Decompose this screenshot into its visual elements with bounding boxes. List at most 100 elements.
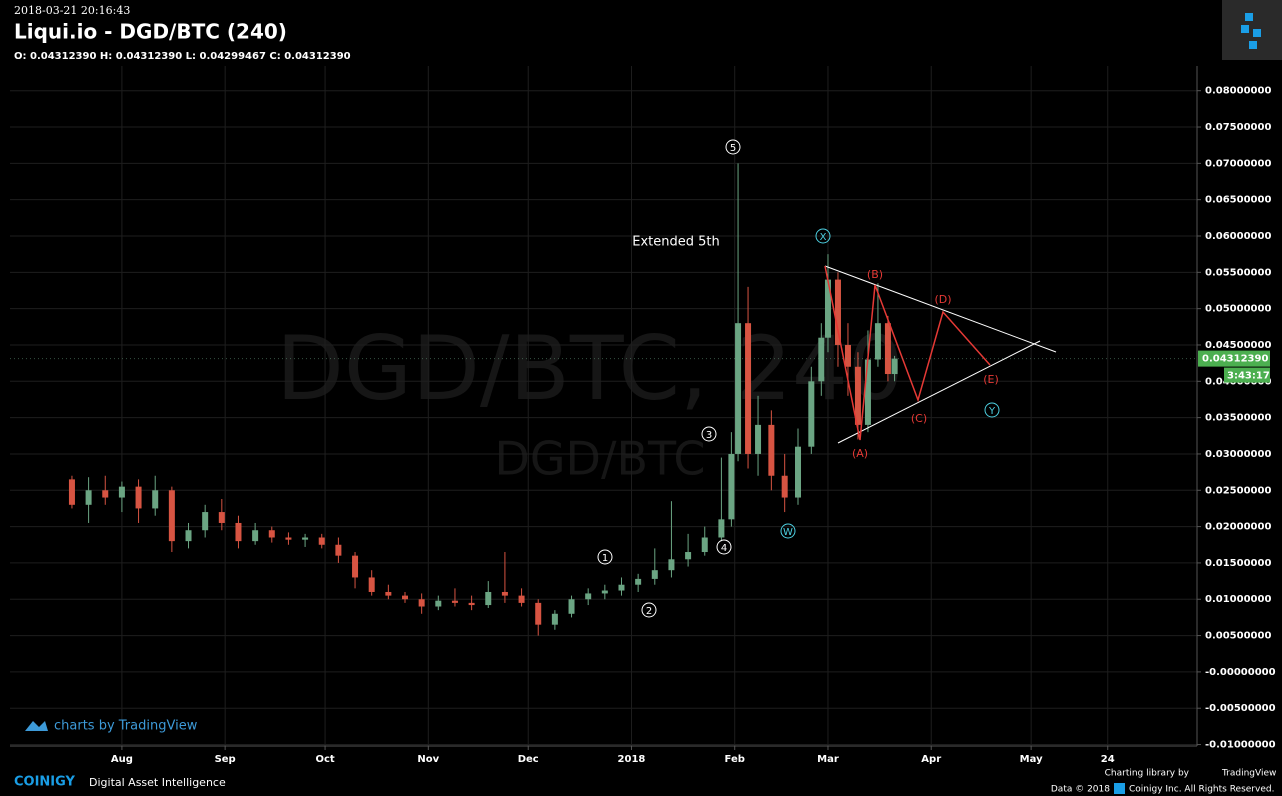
y-tick-label: -0.01000000 <box>1205 740 1276 751</box>
candle-body <box>135 486 142 509</box>
annotation: (E) <box>983 373 999 386</box>
watermark: DGD/BTC, 240 <box>276 317 904 420</box>
y-tick-label: -0.00000000 <box>1205 667 1276 678</box>
candle-body <box>385 591 392 596</box>
x-tick-label: Nov <box>417 754 439 765</box>
x-tick-label: Dec <box>518 754 539 765</box>
candle-body <box>102 490 109 498</box>
candle-body <box>218 512 225 523</box>
candle-body <box>485 591 492 606</box>
x-tick-label: Aug <box>111 754 133 765</box>
candle-body <box>85 490 92 505</box>
countdown-box <box>1224 367 1270 383</box>
candle-body <box>601 590 608 594</box>
y-tick-label: 0.02500000 <box>1205 485 1271 496</box>
data-credit: Data © 2018 <box>1051 785 1110 795</box>
candle-body <box>884 323 891 375</box>
candle-body <box>728 453 735 520</box>
candle-body <box>235 522 242 542</box>
candle-body <box>568 599 575 614</box>
tv-credit: charts by TradingView <box>54 719 198 734</box>
y-tick-label: 0.03500000 <box>1205 413 1271 424</box>
annotation-circle <box>716 539 732 555</box>
y-tick-label: 0.07500000 <box>1205 122 1271 133</box>
x-tick-label: Apr <box>921 754 941 765</box>
timestamp: 2018-03-21 20:16:43 <box>14 4 130 17</box>
x-tick-label: Feb <box>725 754 745 765</box>
candle-body <box>854 366 861 425</box>
candle-body <box>118 486 125 498</box>
candle-body <box>668 559 675 571</box>
annotation-circle <box>725 139 741 155</box>
candle-body <box>252 530 259 542</box>
candle-body <box>755 424 762 454</box>
candle-body <box>68 479 75 505</box>
annotation: W <box>783 527 793 538</box>
annotation: 1 <box>602 553 608 564</box>
candle-body <box>824 279 831 338</box>
y-tick-label: -0.00500000 <box>1205 703 1276 714</box>
candle-body <box>685 552 692 560</box>
y-tick-label: 0.08000000 <box>1205 86 1271 97</box>
y-tick-label: 0.06500000 <box>1205 195 1271 206</box>
y-tick-label: 0.02000000 <box>1205 522 1271 533</box>
annotation-circle <box>641 602 657 618</box>
candle-body <box>874 323 881 360</box>
candle-body <box>501 591 508 596</box>
annotation: Extended 5th <box>632 235 719 250</box>
candle-body <box>268 530 275 538</box>
x-tick-label: 24 <box>1101 754 1115 765</box>
y-tick-label: 0.03000000 <box>1205 449 1271 460</box>
tradingview-logo <box>25 721 48 731</box>
y-tick-label: 0.04500000 <box>1205 340 1271 351</box>
candle-body <box>891 358 898 375</box>
annotation: 4 <box>721 543 727 554</box>
y-tick-label: 0.07000000 <box>1205 158 1271 169</box>
x-tick-label: Mar <box>817 754 839 765</box>
candle-body <box>781 475 788 498</box>
candle-body <box>795 446 802 498</box>
candle-body <box>152 490 159 509</box>
candle-body <box>834 279 841 345</box>
chart-title: Liqui.io - DGD/BTC (240) <box>14 20 287 44</box>
x-tick-label: Oct <box>315 754 334 765</box>
annotation-circle <box>815 228 831 244</box>
candle-body <box>435 600 442 607</box>
candle-body <box>535 602 542 625</box>
candle-body <box>585 593 592 600</box>
trendlines <box>824 265 1057 444</box>
last-price-box <box>1198 350 1270 367</box>
y-tick-label: 0.01000000 <box>1205 594 1271 605</box>
candle-body <box>551 613 558 625</box>
x-tick-label: 2018 <box>618 754 646 765</box>
ohlc-readout: O: 0.04312390 H: 0.04312390 L: 0.0429946… <box>14 51 351 62</box>
candle-body <box>468 602 475 606</box>
candle-body <box>185 530 192 542</box>
candle-body <box>202 512 209 531</box>
candle-body <box>402 595 409 600</box>
annotation: 5 <box>730 143 736 154</box>
annotation: (D) <box>934 293 951 306</box>
annotation-circle <box>780 523 796 539</box>
brand: COINIGY <box>14 775 76 790</box>
candle-body <box>718 519 725 538</box>
annotation: (C) <box>911 412 927 425</box>
library-credit: Charting library by <box>1105 769 1190 779</box>
candle-body <box>518 595 525 603</box>
candle-body <box>618 584 625 591</box>
tagline: Digital Asset Intelligence <box>89 776 226 789</box>
coinigy-logo <box>1222 0 1282 60</box>
candle-body <box>451 600 458 603</box>
y-tick-label: 0.06000000 <box>1205 231 1271 242</box>
last-price-label: 0.04312390 <box>1202 354 1268 365</box>
candle-body <box>818 337 825 382</box>
y-tick-label: 0.00500000 <box>1205 631 1271 642</box>
x-tick-label: May <box>1020 754 1043 765</box>
annotation: Y <box>988 406 996 417</box>
candle-body <box>635 578 642 585</box>
watermark-sub: DGD/BTC <box>494 432 705 486</box>
annotation: (B) <box>867 268 883 281</box>
candle-body <box>701 537 708 553</box>
